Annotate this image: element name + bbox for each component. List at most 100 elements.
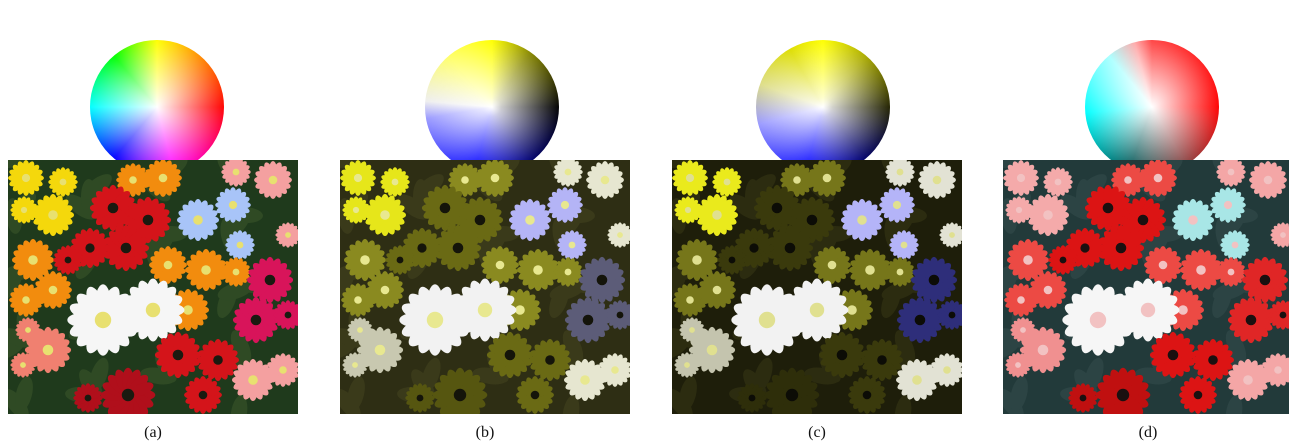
flower: [266, 353, 298, 387]
flower: [1003, 160, 1039, 196]
flower: [1097, 224, 1145, 272]
flower: [712, 167, 742, 197]
flower: [1065, 228, 1105, 268]
flower: [849, 249, 891, 291]
flower: [221, 160, 251, 187]
flower: [889, 230, 919, 260]
flower: [273, 300, 298, 330]
flower: [818, 331, 866, 379]
flower: [1048, 245, 1078, 275]
flower: [275, 222, 298, 248]
flower: [399, 284, 471, 356]
flower: [1216, 257, 1246, 287]
flower: [1227, 296, 1275, 344]
flower: [1029, 271, 1067, 309]
flower: [340, 160, 376, 196]
flower: [102, 224, 150, 272]
panel-caption: (b): [475, 424, 495, 441]
flower: [516, 376, 554, 414]
flower: [553, 160, 583, 187]
flower: [557, 230, 587, 260]
flower-photo: [672, 160, 962, 414]
flower: [10, 352, 36, 378]
flower: [1005, 196, 1033, 224]
flower: [100, 367, 156, 414]
panel-c: (c): [672, 0, 972, 447]
flower: [1216, 160, 1246, 187]
flower: [344, 239, 386, 281]
flower: [380, 167, 410, 197]
flower: [10, 196, 38, 224]
flower: [1095, 367, 1151, 414]
flower: [831, 289, 873, 331]
flower-photo: [340, 160, 630, 414]
flower: [225, 230, 255, 260]
flower: [221, 257, 251, 287]
flower: [1007, 239, 1049, 281]
flower: [149, 246, 187, 284]
flower: [734, 228, 774, 268]
flower: [737, 383, 767, 413]
color-wheel: [1085, 40, 1219, 174]
flower: [342, 196, 370, 224]
panel-caption: (a): [144, 424, 162, 441]
flower: [1004, 283, 1038, 317]
flower: [1019, 326, 1067, 374]
flower: [672, 160, 708, 196]
flower: [1249, 161, 1287, 199]
flower: [1084, 184, 1132, 232]
flower: [1270, 222, 1289, 248]
flower: [34, 271, 72, 309]
flower: [481, 246, 519, 284]
flower: [586, 161, 624, 199]
flower: [896, 296, 944, 344]
flower: [1027, 194, 1069, 236]
flower: [124, 196, 172, 244]
flower: [184, 376, 222, 414]
flower: [434, 224, 482, 272]
flower-photo: [1003, 160, 1289, 414]
flower: [717, 245, 747, 275]
flower: [197, 339, 239, 381]
flower: [598, 353, 630, 387]
flower: [1062, 284, 1134, 356]
flower: [12, 239, 54, 281]
flower: [910, 256, 958, 304]
flower: [215, 187, 251, 223]
flower: [73, 383, 103, 413]
flower: [1179, 376, 1217, 414]
flower: [232, 359, 274, 401]
flower: [246, 256, 294, 304]
flower: [453, 278, 517, 342]
flower: [605, 300, 630, 330]
flower: [808, 160, 846, 197]
flower: [813, 246, 851, 284]
flower: [1192, 339, 1234, 381]
flower: [1005, 352, 1031, 378]
flower: [674, 196, 702, 224]
flower: [385, 245, 415, 275]
flower: [696, 194, 738, 236]
flower: [529, 339, 571, 381]
color-wheel: [425, 40, 559, 174]
flower: [366, 271, 404, 309]
flower: [116, 163, 150, 197]
flower: [674, 352, 700, 378]
panel-d: (d): [1003, 0, 1289, 447]
color-wheel: [756, 40, 890, 174]
flower: [937, 300, 962, 330]
flower: [154, 331, 202, 379]
flower: [841, 199, 883, 241]
flower: [1139, 160, 1177, 197]
flower: [1116, 278, 1180, 342]
flower: [1268, 300, 1289, 330]
panel-a: (a): [8, 0, 308, 447]
flower: [766, 224, 814, 272]
flower: [8, 160, 44, 196]
flower: [1241, 256, 1289, 304]
flower: [342, 352, 368, 378]
flower: [67, 284, 139, 356]
flower: [607, 222, 630, 248]
flower: [254, 161, 292, 199]
flower: [1149, 331, 1197, 379]
